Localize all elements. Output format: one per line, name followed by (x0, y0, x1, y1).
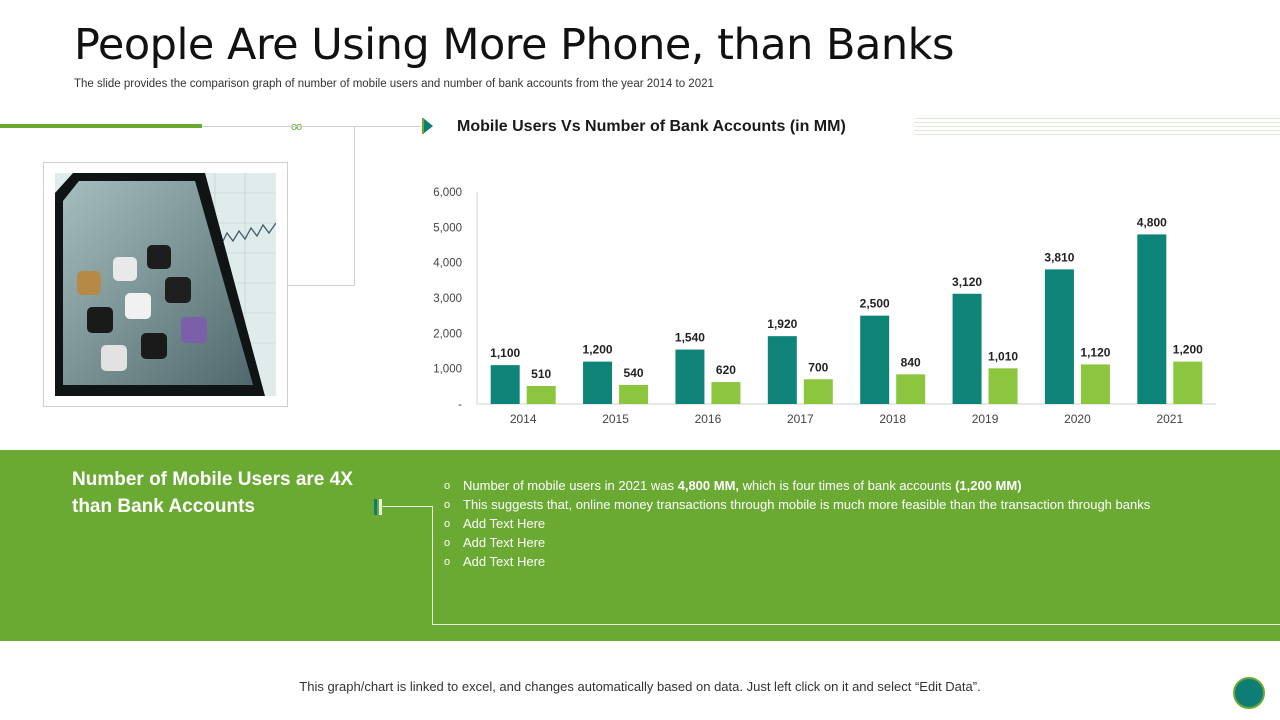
accent-bar (0, 124, 202, 128)
data-label: 540 (624, 366, 644, 380)
slide-subtitle: The slide provides the comparison graph … (74, 78, 714, 90)
data-label: 1,100 (490, 346, 520, 360)
x-tick-label: 2014 (510, 412, 537, 426)
data-label: 620 (716, 363, 736, 377)
bullet-item: o This suggests that, online money transa… (444, 497, 1151, 512)
photo-frame (43, 162, 288, 407)
data-label: 3,810 (1044, 250, 1074, 264)
bullet-list: o Number of mobile users in 2021 was 4,80… (444, 478, 1204, 573)
data-label: 840 (901, 355, 921, 369)
bar-series-2 (803, 379, 833, 404)
bar-series-1 (583, 361, 613, 404)
panel-frame (432, 506, 1280, 625)
slide-title: People Are Using More Phone, than Banks (74, 20, 954, 70)
y-tick-label: 2,000 (433, 328, 462, 340)
x-tick-label: 2016 (695, 412, 722, 426)
y-tick-label: 5,000 (433, 222, 462, 234)
data-label: 2,500 (860, 297, 890, 311)
data-label: 700 (808, 360, 828, 374)
data-label: 4,800 (1137, 215, 1167, 229)
bar-series-2 (1080, 364, 1110, 404)
bar-series-2 (526, 385, 556, 404)
y-tick-label: 4,000 (433, 258, 462, 270)
y-tick-label: 6,000 (433, 187, 462, 199)
data-label: 1,200 (1173, 343, 1203, 357)
x-tick-label: 2021 (1156, 412, 1183, 426)
data-label: 1,010 (988, 349, 1018, 363)
bar-series-2 (896, 374, 926, 404)
bullet-marker: o (444, 537, 451, 549)
x-tick-label: 2017 (787, 412, 814, 426)
accent-dots: oo (291, 121, 302, 133)
y-tick-label: 3,000 (433, 293, 462, 305)
panel-heading: Number of Mobile Users are 4X than Bank … (72, 469, 353, 517)
bullet-marker: o (444, 518, 451, 530)
bar-series-2 (988, 368, 1018, 404)
data-label: 1,120 (1080, 345, 1110, 359)
bar-series-1 (767, 336, 797, 404)
bar-series-2 (711, 382, 741, 404)
smartphone-photo (55, 173, 276, 396)
y-tick-label: - (458, 399, 462, 411)
bar-series-1 (1137, 234, 1167, 404)
bar-chart: - 1,000 2,000 3,000 4,000 5,000 6,000 1,100 510 2… (433, 187, 1216, 426)
divider-line (202, 126, 290, 127)
bullet-marker: o (444, 480, 451, 492)
data-label: 3,120 (952, 275, 982, 289)
bullet-marker: o (444, 556, 451, 568)
photo-connector (288, 126, 355, 286)
insight-panel: Number of Mobile Users are 4X than Bank … (0, 450, 1280, 641)
chart-title: Mobile Users Vs Number of Bank Accounts … (457, 118, 846, 135)
panel-connector (382, 506, 433, 507)
data-label: 510 (531, 367, 551, 381)
x-tick-label: 2015 (602, 412, 629, 426)
y-tick-label: 1,000 (433, 364, 462, 376)
pause-icon (372, 498, 384, 521)
bar-series-1 (490, 365, 520, 404)
bullet-marker: o (444, 499, 451, 511)
bar-series-1 (1044, 269, 1074, 404)
bar-series-2 (619, 384, 649, 404)
x-tick-label: 2018 (879, 412, 906, 426)
corner-circle-button[interactable] (1233, 677, 1265, 709)
x-tick-label: 2020 (1064, 412, 1091, 426)
footnote: This graph/chart is linked to excel, and… (299, 679, 981, 694)
bullet-item: o Add Text Here (444, 554, 546, 569)
bullet-item: o Add Text Here (444, 516, 546, 531)
bar-series-1 (860, 315, 890, 404)
bar-series-1 (675, 349, 705, 404)
x-tick-label: 2019 (972, 412, 999, 426)
chevron-right-icon (421, 116, 435, 141)
bar-series-2 (1173, 361, 1203, 404)
data-label: 1,540 (675, 331, 705, 345)
data-label: 1,200 (583, 343, 613, 357)
bullet-item: o Number of mobile users in 2021 was 4,80… (444, 478, 1022, 493)
data-label: 1,920 (767, 317, 797, 331)
title-connector (355, 126, 421, 127)
bar-series-1 (952, 293, 982, 404)
bullet-item: o Add Text Here (444, 535, 546, 550)
decorative-stripes (914, 118, 1280, 136)
